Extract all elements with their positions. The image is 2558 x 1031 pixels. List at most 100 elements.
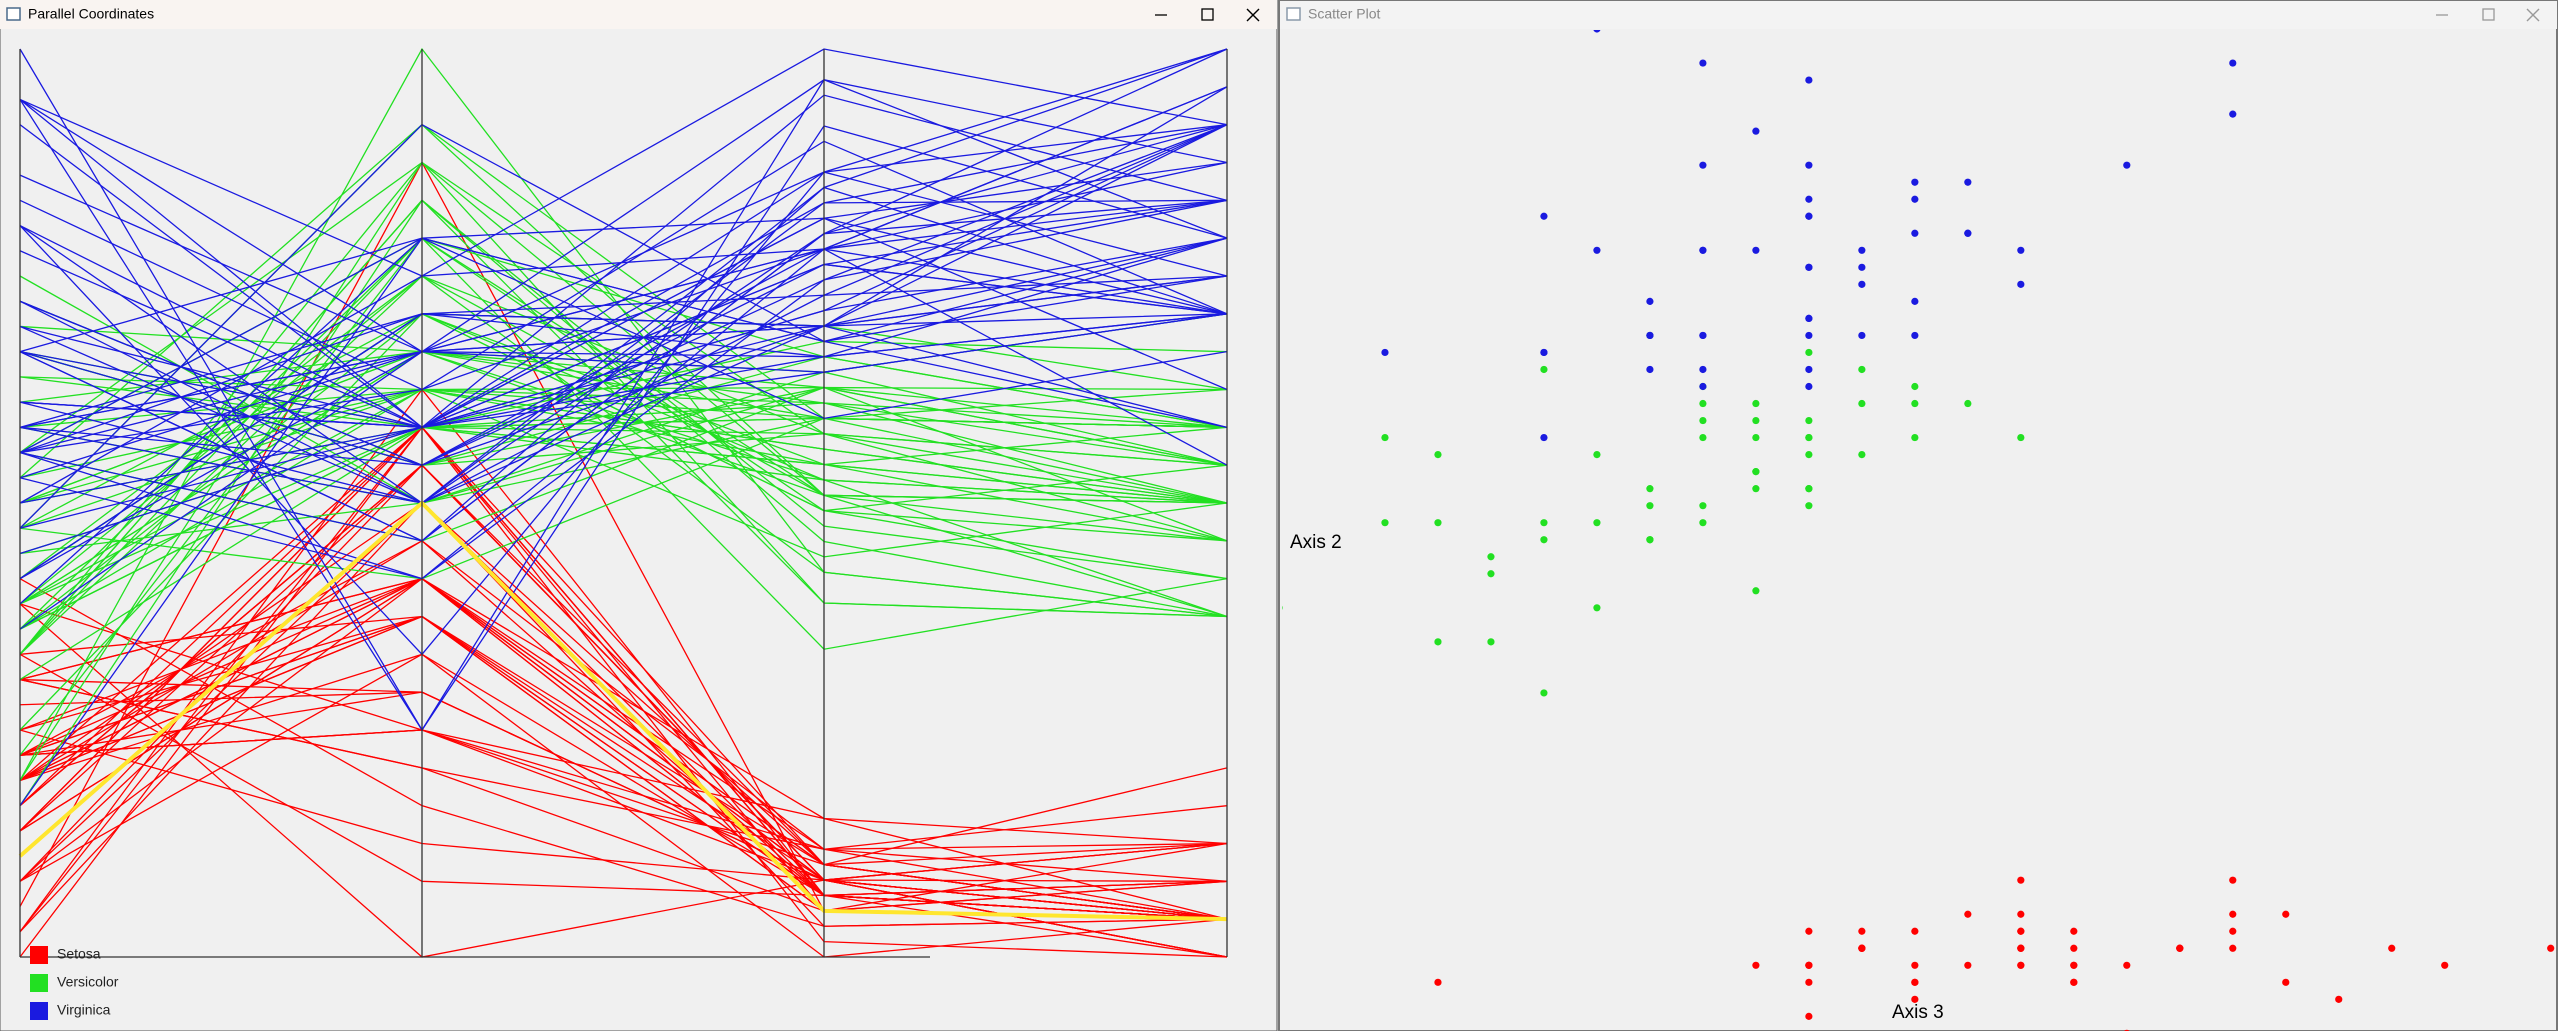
point — [2017, 927, 2025, 935]
point — [1699, 161, 1707, 169]
x-axis-label: Axis 3 — [1892, 1002, 1944, 1023]
maximize-button[interactable] — [2482, 8, 2495, 21]
point — [2229, 110, 2237, 118]
point — [1911, 297, 1919, 305]
data-line — [19, 388, 1228, 580]
point — [1858, 365, 1866, 374]
point — [1805, 485, 1813, 493]
point — [1911, 331, 1919, 340]
point — [1487, 570, 1495, 578]
data-line — [19, 426, 1228, 897]
point — [1381, 348, 1389, 357]
point — [1805, 433, 1813, 442]
point — [2017, 433, 2025, 442]
data-line — [19, 729, 1228, 920]
point — [1858, 246, 1866, 254]
point — [1858, 944, 1866, 952]
point — [1911, 995, 1919, 1003]
point — [2388, 944, 2396, 952]
maximize-button[interactable] — [1201, 8, 1214, 21]
data-line — [19, 217, 1228, 429]
point — [2017, 944, 2025, 952]
data-line — [19, 313, 1228, 555]
data-line — [19, 186, 1228, 504]
point — [2070, 978, 2078, 986]
point — [2229, 910, 2237, 918]
window-title: Scatter Plot — [1308, 6, 1380, 22]
point — [1646, 331, 1654, 340]
point — [1964, 178, 1972, 186]
legend-label: Versicolor — [57, 974, 119, 990]
point — [1434, 450, 1442, 459]
point — [2017, 280, 2025, 288]
point — [1911, 195, 1919, 203]
point — [1752, 433, 1760, 442]
point — [2547, 944, 2555, 952]
point — [1805, 348, 1813, 357]
window-icon — [6, 7, 21, 21]
point — [1752, 416, 1760, 425]
data-line — [19, 325, 1228, 454]
data-line — [19, 217, 1228, 353]
data-line — [19, 237, 1228, 454]
data-line — [19, 313, 1228, 529]
point — [1540, 365, 1548, 374]
point — [1699, 59, 1707, 67]
point — [1699, 365, 1707, 374]
point — [2441, 961, 2449, 969]
legend-swatch — [30, 974, 48, 992]
data-line — [19, 161, 1228, 504]
data-line — [19, 48, 1228, 277]
data-line — [19, 98, 1228, 429]
legend-label: Setosa — [57, 946, 101, 962]
y-axis-label: Axis 2 — [1290, 532, 1342, 553]
point — [1805, 212, 1813, 220]
point — [1752, 587, 1760, 595]
point — [1434, 638, 1442, 646]
data-line — [19, 161, 1228, 912]
point — [1593, 30, 1601, 33]
point — [1805, 978, 1813, 986]
legend-label: Virginica — [57, 1002, 111, 1018]
data-line — [19, 388, 1228, 504]
point — [2070, 961, 2078, 969]
point — [1593, 246, 1601, 254]
point — [1752, 961, 1760, 969]
point — [1964, 399, 1972, 408]
data-line — [18, 500, 1228, 922]
point — [1858, 399, 1866, 408]
data-line — [19, 388, 1228, 630]
window — [1278, 0, 2558, 1031]
point — [2282, 978, 2290, 986]
point — [1805, 161, 1813, 169]
point — [1487, 553, 1495, 561]
point — [1805, 314, 1813, 323]
close-button[interactable] — [1246, 8, 1260, 22]
point — [1646, 485, 1654, 493]
point — [2229, 876, 2237, 884]
point — [1540, 212, 1548, 220]
point — [1805, 450, 1813, 459]
data-line — [19, 48, 1228, 542]
point — [1593, 604, 1601, 612]
window-title: Parallel Coordinates — [28, 6, 154, 22]
point — [1805, 382, 1813, 391]
legend-swatch — [30, 946, 48, 964]
scatter-plot — [1282, 30, 2555, 1031]
data-line — [19, 313, 1228, 504]
point — [1964, 961, 1972, 969]
point — [2229, 927, 2237, 935]
data-line — [19, 691, 1228, 920]
close-button[interactable] — [2526, 8, 2540, 22]
point — [1805, 76, 1813, 84]
point — [2176, 944, 2184, 952]
point — [1858, 927, 1866, 935]
point — [1699, 399, 1707, 408]
point — [2070, 927, 2078, 935]
data-line — [19, 502, 1228, 927]
point — [1487, 638, 1495, 646]
point — [1752, 485, 1760, 493]
point — [1752, 468, 1760, 476]
point — [1964, 910, 1972, 918]
data-line — [19, 86, 1228, 466]
